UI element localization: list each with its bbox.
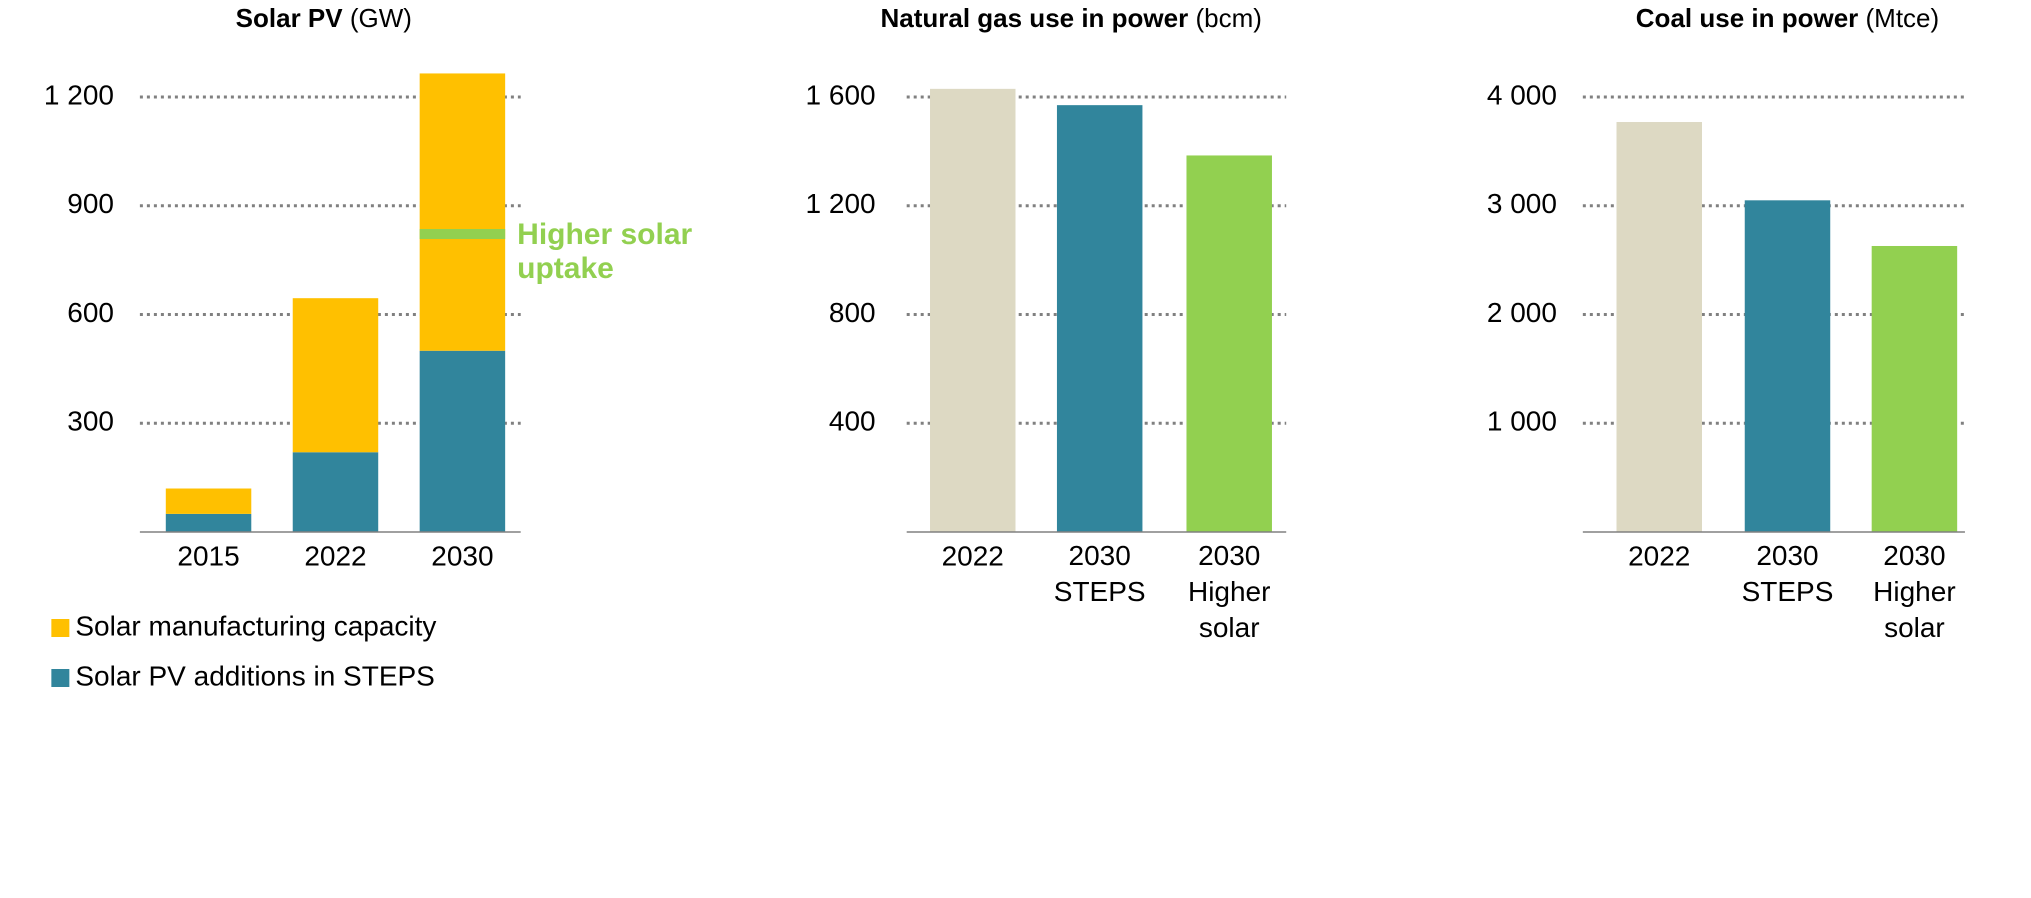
x-tick-label: 2022 bbox=[1628, 540, 1690, 571]
bar bbox=[930, 88, 1016, 532]
annotation-marker bbox=[419, 229, 506, 240]
bar bbox=[1186, 155, 1272, 532]
bar-segment bbox=[419, 73, 506, 351]
bar-segment bbox=[292, 298, 379, 453]
legend-swatch bbox=[51, 619, 70, 637]
y-tick-label: 4 000 bbox=[1487, 79, 1557, 110]
x-tick-label: 2030 bbox=[431, 540, 493, 571]
y-tick-label: 900 bbox=[67, 188, 114, 219]
x-tick-label: 2022 bbox=[304, 540, 366, 571]
x-tick-label: 2030 STEPS bbox=[1054, 540, 1146, 607]
bars bbox=[1616, 122, 1958, 533]
legend-swatch bbox=[51, 669, 70, 687]
x-tick-label: 2015 bbox=[177, 540, 239, 571]
y-tick-label: 1 200 bbox=[44, 79, 114, 110]
chart-title: Coal use in power (Mtce) bbox=[1636, 3, 1939, 33]
y-tick-label: 400 bbox=[829, 406, 876, 437]
title-main: Solar PV bbox=[236, 3, 344, 33]
bar-segment bbox=[165, 513, 252, 532]
chart-title: Solar PV (GW) bbox=[236, 3, 412, 33]
title-main: Coal use in power bbox=[1636, 3, 1859, 33]
y-tick-label: 300 bbox=[67, 406, 114, 437]
y-tick-label: 1 200 bbox=[806, 188, 876, 219]
bar bbox=[1744, 200, 1831, 532]
x-tick-label: 2030 Higher solar bbox=[1188, 540, 1270, 643]
y-tick-label: 1 000 bbox=[1487, 406, 1557, 437]
title-unit: (GW) bbox=[350, 3, 412, 33]
bars bbox=[930, 88, 1272, 532]
bar-segment bbox=[292, 452, 379, 532]
y-tick-label: 800 bbox=[829, 297, 876, 328]
bar-segment bbox=[419, 350, 506, 532]
legend-label: Solar manufacturing capacity bbox=[75, 610, 436, 641]
legend-label: Solar PV additions in STEPS bbox=[75, 660, 435, 691]
y-tick-label: 600 bbox=[67, 297, 114, 328]
bars bbox=[165, 73, 506, 532]
x-tick-label: 2030 Higher solar bbox=[1873, 540, 1955, 643]
title-unit: (bcm) bbox=[1195, 3, 1261, 33]
y-tick-label: 1 600 bbox=[806, 79, 876, 110]
y-tick-label: 3 000 bbox=[1487, 188, 1557, 219]
chart-title: Natural gas use in power (bcm) bbox=[880, 3, 1261, 33]
bar bbox=[1616, 122, 1702, 532]
bar bbox=[1871, 245, 1958, 533]
bar bbox=[1056, 105, 1143, 532]
y-tick-label: 2 000 bbox=[1487, 297, 1557, 328]
bar-segment bbox=[165, 488, 252, 514]
title-main: Natural gas use in power bbox=[880, 3, 1188, 33]
x-tick-label: 2030 STEPS bbox=[1742, 540, 1834, 607]
title-unit: (Mtce) bbox=[1866, 3, 1940, 33]
x-tick-label: 2022 bbox=[942, 540, 1004, 571]
annotation-label: Higher solar uptake bbox=[517, 218, 692, 285]
